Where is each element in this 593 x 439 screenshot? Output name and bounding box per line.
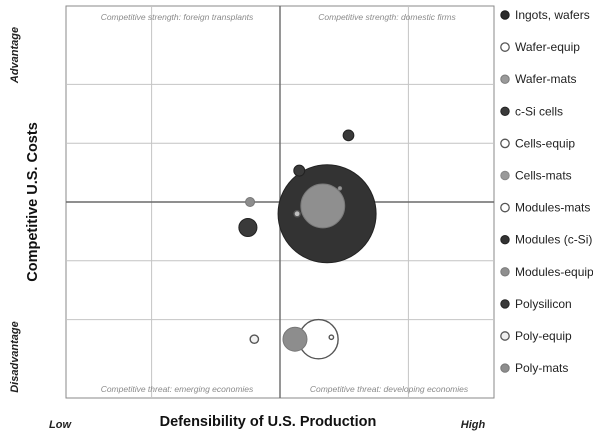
bubble-polysilicon — [238, 217, 258, 238]
quadrant-label-top-left: Competitive strength: foreign transplant… — [101, 12, 254, 22]
legend-marker — [500, 363, 510, 373]
bubble-polysilicon — [293, 164, 306, 177]
legend-label: Cells-mats — [515, 169, 572, 183]
bubble-poly-mats — [282, 326, 308, 352]
legend-label: Ingots, wafers — [515, 8, 590, 22]
quadrant-label-top-right: Competitive strength: domestic firms — [318, 12, 456, 22]
legend-marker — [500, 138, 510, 149]
y-axis-bottom-label: Disadvantage — [9, 321, 21, 393]
quadrant-label-bottom-left: Competitive threat: emerging economies — [101, 384, 254, 394]
legend-marker — [500, 106, 510, 117]
legend-marker — [500, 10, 510, 20]
bubble-wafer-equip — [328, 334, 335, 341]
legend-label: Poly-mats — [515, 361, 568, 375]
legend-marker — [500, 331, 510, 341]
x-axis-low-label: Low — [49, 419, 72, 431]
bubble-poly-equip — [249, 334, 260, 345]
legend-label: Wafer-equip — [515, 40, 580, 54]
legend-label: Modules-mats — [515, 201, 590, 215]
bubble-poly-equip — [293, 209, 301, 218]
legend-label: c-Si cells — [515, 104, 563, 118]
bubble-c-si-cells — [342, 129, 355, 142]
legend-label: Modules (c-Si) — [515, 233, 592, 247]
legend-label: Poly-equip — [515, 329, 572, 343]
y-axis-label: Competitive U.S. Costs — [25, 122, 41, 282]
bubble-cells-mats — [337, 186, 343, 191]
legend-label: Cells-equip — [515, 136, 575, 150]
quadrant-label-bottom-right: Competitive threat: developing economies — [310, 384, 469, 394]
legend-marker — [500, 170, 510, 181]
legend-marker — [500, 235, 510, 245]
legend-label: Wafer-mats — [515, 72, 577, 86]
legend-marker — [500, 267, 510, 277]
legend-marker — [500, 42, 510, 52]
legend: Ingots, wafers Wafer-equip Wafer-mats c-Si … — [500, 8, 593, 375]
x-axis-label: Defensibility of U.S. Production — [160, 414, 377, 430]
legend-marker — [500, 74, 510, 84]
bubble-poly-mats — [245, 197, 256, 207]
y-axis-top-label: Advantage — [9, 27, 21, 84]
legend-marker — [500, 299, 510, 309]
legend-label: Polysilicon — [515, 297, 572, 311]
legend-marker — [500, 202, 510, 213]
bubbles — [238, 129, 377, 360]
bubble-modules-equip — [300, 183, 346, 229]
legend-label: Modules-equip — [515, 265, 593, 279]
x-axis-high-label: High — [461, 419, 486, 431]
